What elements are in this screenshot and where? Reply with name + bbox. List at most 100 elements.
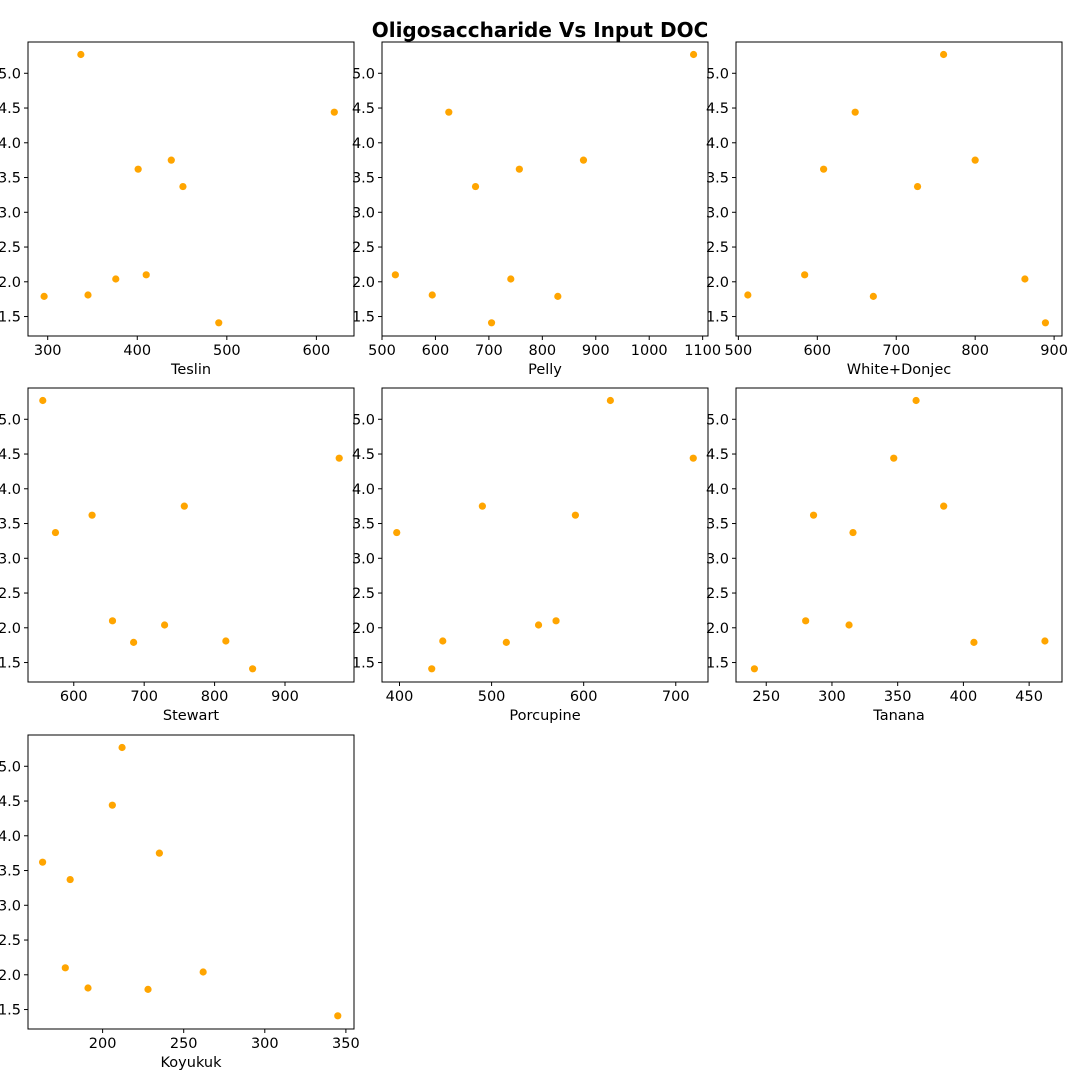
y-tick-label: 3.0 (706, 205, 729, 221)
data-point (845, 621, 853, 629)
x-tick-label: 700 (882, 343, 910, 359)
y-tick-label: 3.5 (352, 171, 375, 187)
data-point (571, 511, 579, 519)
x-axis-label: White+Donjec (847, 362, 951, 378)
y-tick-label: 2.0 (352, 621, 375, 637)
x-axis-label: Pelly (528, 362, 562, 378)
data-point (51, 528, 60, 537)
x-tick-label: 250 (170, 1036, 198, 1052)
subplots: 1.5 2.0 2.5 3.0 3.5 4.0 4.5 5.0 300 400 500 600 Tesl… (0, 41, 1068, 1071)
y-tick-label: 5.0 (0, 66, 21, 82)
y-tick-label: 4.5 (352, 101, 375, 117)
y-tick-label: 1.5 (0, 656, 21, 672)
data-point (851, 108, 859, 116)
x-tick-label: 350 (884, 689, 912, 705)
data-point (180, 502, 188, 510)
y-tick-label: 2.0 (706, 621, 729, 637)
axes-frame (735, 387, 1063, 683)
x-tick-label: 600 (422, 343, 450, 359)
subplot-stewart: 1.5 2.0 2.5 3.0 3.5 4.0 4.5 5.0 600 700 800 900 Stew… (0, 387, 355, 724)
data-point (142, 271, 150, 279)
y-tick-label: 4.0 (706, 136, 729, 152)
data-point (502, 638, 510, 646)
x-axis-label: Koyukuk (161, 1055, 223, 1071)
subplot-teslin: 1.5 2.0 2.5 3.0 3.5 4.0 4.5 5.0 300 400 500 600 Tesl… (0, 41, 355, 378)
data-point (445, 108, 453, 116)
subplot-porcupine: 1.5 2.0 2.5 3.0 3.5 4.0 4.5 5.0 400 500 600 700 Porc… (352, 387, 709, 724)
data-point (222, 637, 230, 645)
y-tick-label: 4.0 (0, 829, 21, 845)
x-tick-label: 500 (478, 689, 506, 705)
data-point (155, 849, 163, 857)
y-tick-label: 2.0 (352, 275, 375, 291)
y-tick-label: 4.0 (706, 482, 729, 498)
data-point (689, 454, 697, 462)
data-point (167, 156, 175, 164)
y-tick-label: 1.5 (352, 656, 375, 672)
data-point (179, 182, 187, 191)
y-tick-label: 3.5 (0, 864, 21, 880)
data-point (1041, 319, 1050, 327)
data-point (890, 454, 898, 462)
data-point (249, 665, 257, 673)
y-tick-label: 3.0 (352, 205, 375, 221)
y-tick-label: 5.0 (352, 66, 375, 82)
data-point (515, 165, 523, 173)
y-tick-label: 5.0 (352, 412, 375, 428)
data-point (118, 743, 126, 752)
data-point (939, 50, 948, 59)
data-point (534, 621, 543, 629)
y-tick-label: 5.0 (706, 66, 729, 82)
x-tick-label: 400 (386, 689, 414, 705)
data-point (802, 617, 810, 625)
data-point (1021, 275, 1029, 283)
data-point (84, 984, 92, 992)
y-tick-label: 4.5 (706, 447, 729, 463)
y-tick-label: 3.5 (706, 171, 729, 187)
data-point (130, 638, 138, 646)
data-point (134, 165, 142, 173)
data-point (108, 617, 117, 625)
data-point (940, 502, 948, 510)
y-tick-label: 4.0 (352, 482, 375, 498)
data-point (160, 621, 169, 629)
axes-frame (27, 41, 355, 337)
y-tick-label: 2.5 (352, 240, 375, 256)
y-tick-label: 1.5 (706, 310, 729, 326)
x-tick-label: 600 (803, 343, 831, 359)
data-point (487, 319, 496, 327)
x-tick-label: 1100 (684, 343, 721, 359)
data-point (335, 454, 343, 462)
y-tick-label: 3.0 (0, 551, 21, 567)
data-point (215, 319, 223, 327)
y-tick-label: 3.0 (0, 205, 21, 221)
y-tick-label: 1.5 (0, 310, 21, 326)
data-point (428, 291, 436, 299)
data-point (750, 665, 759, 673)
data-point (393, 528, 401, 537)
x-tick-label: 350 (332, 1036, 360, 1052)
y-tick-label: 1.5 (352, 310, 375, 326)
x-tick-label: 500 (368, 343, 396, 359)
x-tick-label: 400 (123, 343, 151, 359)
axes-frame (27, 734, 355, 1030)
y-tick-label: 3.0 (0, 898, 21, 914)
data-point (108, 801, 116, 809)
axes-frame (381, 41, 709, 337)
data-point (334, 1012, 342, 1020)
data-point (970, 638, 978, 646)
x-tick-label: 800 (528, 343, 556, 359)
y-tick-label: 4.5 (0, 447, 21, 463)
data-point (554, 292, 562, 300)
x-tick-label: 700 (130, 689, 158, 705)
data-point (478, 502, 486, 510)
y-tick-label: 3.5 (0, 517, 21, 533)
data-point (199, 968, 207, 976)
data-point (77, 50, 85, 59)
data-point (689, 50, 698, 59)
y-tick-label: 3.0 (352, 551, 375, 567)
y-tick-label: 4.0 (0, 482, 21, 498)
data-point (391, 271, 399, 279)
data-point (912, 396, 920, 405)
